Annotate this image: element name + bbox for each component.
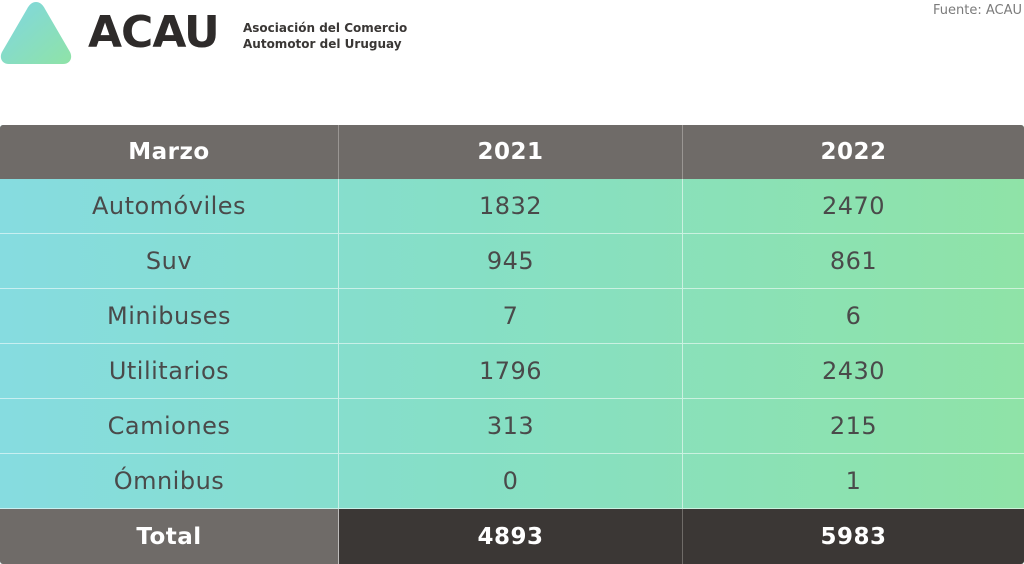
column-header: 2021 — [339, 125, 683, 179]
sales-table: Marzo 2021 2022 Automóviles 1832 2470 Suv 94… — [0, 125, 1024, 564]
table-cell-value: 1832 — [339, 179, 683, 234]
acau-logo-icon — [0, 2, 72, 64]
row-category: Utilitarios — [0, 344, 339, 399]
total-value: 4893 — [339, 509, 683, 564]
source-label: Fuente: ACAU — [932, 3, 1022, 18]
table-cell-value: 215 — [683, 399, 1024, 454]
table-cell-value: 2430 — [683, 344, 1024, 399]
row-category: Minibuses — [0, 289, 339, 344]
org-line-1: Asociación del Comercio — [243, 21, 408, 35]
table-cell-value: 1796 — [339, 344, 683, 399]
row-category: Camiones — [0, 399, 339, 454]
row-category: Automóviles — [0, 179, 339, 234]
column-header: 2022 — [683, 125, 1024, 179]
organization-name: Asociación del Comercio Automotor del Ur… — [243, 20, 407, 52]
table-cell-value: 313 — [339, 399, 683, 454]
table-cell-value: 6 — [683, 289, 1024, 344]
org-line-2: Automotor del Uruguay — [243, 37, 402, 51]
column-header: Marzo — [0, 125, 339, 179]
table-cell-value: 7 — [339, 289, 683, 344]
row-category: Ómnibus — [0, 454, 339, 509]
brand-name: ACAU — [88, 7, 220, 58]
table-cell-value: 1 — [683, 454, 1024, 509]
total-value: 5983 — [683, 509, 1024, 564]
row-category: Suv — [0, 234, 339, 289]
table-cell-value: 861 — [683, 234, 1024, 289]
total-label: Total — [0, 509, 339, 564]
table-cell-value: 2470 — [683, 179, 1024, 234]
table-cell-value: 0 — [339, 454, 683, 509]
table-cell-value: 945 — [339, 234, 683, 289]
